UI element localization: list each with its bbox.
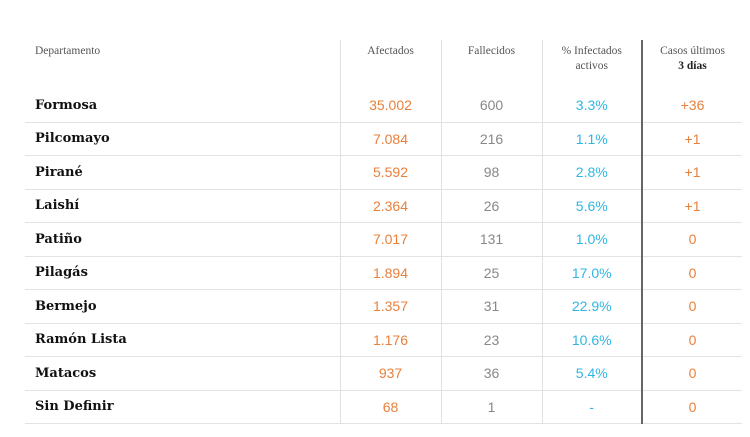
fallecidos-cell: 36 xyxy=(440,356,542,391)
afectados-cell: 2.364 xyxy=(339,189,441,223)
header-infectados-line1: % Infectados xyxy=(561,45,622,57)
afectados-cell: 1.176 xyxy=(339,323,441,357)
table-row: Pilagás 1.894 25 17.0% 0 xyxy=(25,256,742,290)
infectados-cell: 22.9% xyxy=(541,289,642,324)
dept-name: Pirané xyxy=(25,155,340,190)
dept-name: Patiño xyxy=(25,222,340,257)
casos-cell: 0 xyxy=(641,222,742,257)
table-row: Bermejo 1.357 31 22.9% 0 xyxy=(25,289,742,324)
table-row: Patiño 7.017 131 1.0% 0 xyxy=(25,222,742,257)
infectados-cell: - xyxy=(541,390,642,424)
afectados-cell: 35.002 xyxy=(339,89,441,123)
infectados-cell: 2.8% xyxy=(541,155,642,190)
casos-cell: 0 xyxy=(641,323,742,357)
header-infectados: % Infectados activos xyxy=(541,40,642,89)
infectados-cell: 3.3% xyxy=(541,89,642,123)
table-row: Ramón Lista 1.176 23 10.6% 0 xyxy=(25,323,742,357)
table-header: Departamento Afectados Fallecidos % Infe… xyxy=(25,40,742,89)
table-row: Laishí 2.364 26 5.6% +1 xyxy=(25,189,742,223)
afectados-cell: 7.084 xyxy=(339,122,441,156)
table-row: Sin Definir 68 1-0 xyxy=(25,390,742,424)
dept-name: Sin Definir xyxy=(25,390,340,424)
fallecidos-cell: 25 xyxy=(440,256,542,290)
header-infectados-line2: activos xyxy=(575,60,609,72)
dept-name: Pilcomayo xyxy=(25,122,340,156)
casos-cell: 0 xyxy=(641,289,742,324)
header-afectados: Afectados xyxy=(339,40,441,89)
fallecidos-cell: 1 xyxy=(440,390,542,424)
casos-cell: +1 xyxy=(641,122,742,156)
afectados-cell: 7.017 xyxy=(339,222,441,257)
covid-department-table: Departamento Afectados Fallecidos % Infe… xyxy=(25,40,742,424)
afectados-cell: 1.357 xyxy=(339,289,441,324)
infectados-cell: 1.1% xyxy=(541,122,642,156)
fallecidos-cell: 131 xyxy=(440,222,542,257)
header-departamento: Departamento xyxy=(35,45,101,57)
infectados-cell: 5.6% xyxy=(541,189,642,223)
table-row: Pirané 5.592 98 2.8% +1 xyxy=(25,155,742,190)
table-row: Formosa 35.002 600 3.3% +36 xyxy=(25,89,742,123)
afectados-cell: 937 xyxy=(339,356,441,391)
infectados-cell: 10.6% xyxy=(541,323,642,357)
afectados-cell: 68 xyxy=(339,390,441,424)
casos-cell: 0 xyxy=(641,256,742,290)
casos-cell: +36 xyxy=(641,89,742,123)
dept-name: Ramón Lista xyxy=(25,323,340,357)
fallecidos-cell: 98 xyxy=(440,155,542,190)
casos-cell: +1 xyxy=(641,155,742,190)
fallecidos-cell: 216 xyxy=(440,122,542,156)
header-fallecidos: Fallecidos xyxy=(440,40,542,89)
dept-name: Matacos xyxy=(25,356,340,391)
fallecidos-cell: 23 xyxy=(440,323,542,357)
dept-name: Laishí xyxy=(25,189,340,223)
infectados-cell: 1.0% xyxy=(541,222,642,257)
table-row: Matacos 937 36 5.4% 0 xyxy=(25,356,742,391)
casos-cell: 0 xyxy=(641,356,742,391)
header-casos: Casos últimos 3 días xyxy=(641,40,742,89)
dept-name: Formosa xyxy=(25,89,340,123)
table-row: Pilcomayo 7.084 216 1.1% +1 xyxy=(25,122,742,156)
dept-name: Bermejo xyxy=(25,289,340,324)
header-casos-line1: Casos últimos xyxy=(660,45,725,57)
casos-cell: +1 xyxy=(641,189,742,223)
infectados-cell: 5.4% xyxy=(541,356,642,391)
fallecidos-cell: 31 xyxy=(440,289,542,324)
casos-cell: 0 xyxy=(641,390,742,424)
dept-name: Pilagás xyxy=(25,256,340,290)
afectados-cell: 1.894 xyxy=(339,256,441,290)
fallecidos-cell: 26 xyxy=(440,189,542,223)
header-casos-line2: 3 días xyxy=(678,60,707,72)
fallecidos-cell: 600 xyxy=(440,89,542,123)
infectados-cell: 17.0% xyxy=(541,256,642,290)
afectados-cell: 5.592 xyxy=(339,155,441,190)
